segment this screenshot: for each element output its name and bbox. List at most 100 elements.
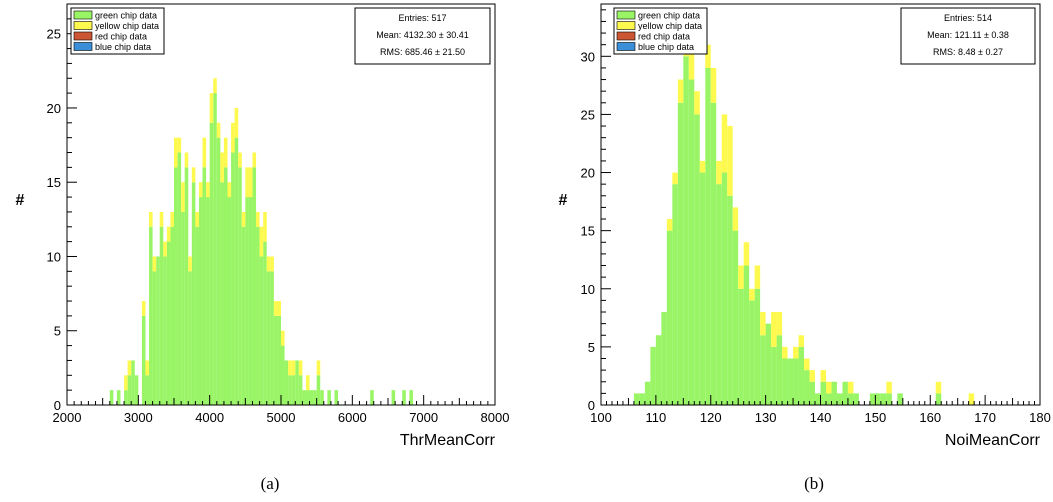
histogram-bar-yellow-chip-data	[716, 160, 722, 185]
histogram-bar-green-chip-data	[754, 288, 761, 405]
histogram-bar-green-chip-data	[213, 93, 217, 406]
histogram-bar-green-chip-data	[177, 152, 182, 405]
histogram-bar-green-chip-data	[238, 167, 242, 405]
histogram-bar-green-chip-data	[116, 390, 121, 405]
x-tick-label: 7000	[409, 410, 438, 425]
histogram-bar-green-chip-data	[694, 114, 700, 406]
histogram-bar-yellow-chip-data	[241, 211, 246, 227]
legend-swatch	[73, 21, 93, 30]
histogram-bar-green-chip-data	[141, 315, 146, 405]
histogram-bar-yellow-chip-data	[727, 126, 733, 196]
histogram-bar-yellow-chip-data	[266, 256, 271, 272]
chart-panel-b: 100 110 120 130 140 150 160 170 180 0 5 10 15 20 25 30 N…	[559, 3, 1051, 449]
histogram-bar-green-chip-data	[644, 381, 651, 405]
stats-box: Entries: 517 Mean: 4132.30 ± 30.41 RMS: 68…	[354, 7, 491, 65]
histogram-bar-green-chip-data	[291, 375, 296, 405]
histogram-bar-green-chip-data	[721, 172, 728, 405]
histogram-bar-green-chip-data	[633, 393, 640, 405]
stats-frame	[354, 7, 491, 65]
histogram-bar-yellow-chip-data	[804, 358, 810, 371]
histogram-bar-green-chip-data	[127, 375, 132, 405]
histogram-bar-green-chip-data	[409, 390, 413, 405]
histogram-bar-green-chip-data	[804, 370, 810, 405]
histogram-bar-yellow-chip-data	[688, 44, 695, 80]
histogram-bar-green-chip-data	[935, 393, 942, 405]
histogram-bar-green-chip-data	[281, 345, 285, 405]
figure-caption: (b)	[804, 474, 824, 493]
histogram-bar-yellow-chip-data	[738, 265, 744, 289]
y-tick-label: 15	[581, 224, 595, 239]
legend-label: blue chip data	[638, 42, 694, 52]
histogram-bar-green-chip-data	[320, 390, 324, 405]
legend-label: green chip data	[638, 11, 700, 21]
histogram-bar-yellow-chip-data	[281, 330, 285, 346]
histogram-bar-yellow-chip-data	[771, 312, 777, 347]
legend-label: yellow chip data	[95, 21, 159, 31]
histogram-bar-green-chip-data	[209, 122, 214, 405]
histogram-bar-yellow-chip-data	[820, 370, 826, 382]
histogram-bar-green-chip-data	[298, 375, 303, 405]
histogram-bar-green-chip-data	[174, 167, 178, 405]
y-tick-label: 10	[581, 282, 595, 297]
histogram-bar-green-chip-data	[836, 393, 843, 405]
histogram-bar-yellow-chip-data	[234, 107, 239, 138]
histogram-bar-yellow-chip-data	[195, 211, 199, 227]
histogram-bar-green-chip-data	[191, 182, 196, 405]
histogram-bar-green-chip-data	[188, 271, 192, 405]
histogram-bar-yellow-chip-data	[223, 137, 228, 168]
histogram-bars	[633, 33, 975, 406]
stats-frame	[900, 7, 1036, 65]
histogram-bar-yellow-chip-data	[245, 167, 249, 198]
histogram-bar-green-chip-data	[124, 390, 128, 405]
legend-swatch	[73, 42, 93, 51]
x-tick-label: 150	[865, 410, 887, 425]
histogram-bar-yellow-chip-data	[263, 211, 267, 242]
x-tick-label: 8000	[481, 410, 510, 425]
legend-label: blue chip data	[95, 42, 151, 52]
histogram-bar-green-chip-data	[163, 256, 167, 405]
histogram-bar-green-chip-data	[743, 265, 750, 405]
histogram-bar-yellow-chip-data	[252, 152, 257, 168]
histogram-bar-yellow-chip-data	[291, 360, 296, 376]
histogram-bar-yellow-chip-data	[666, 219, 673, 231]
legend-label: green chip data	[95, 11, 157, 21]
histogram-bar-yellow-chip-data	[694, 91, 700, 115]
x-tick-label: 5000	[267, 410, 296, 425]
histogram-bar-yellow-chip-data	[256, 211, 260, 227]
histogram-bar-yellow-chip-data	[206, 182, 210, 198]
histogram-bar-green-chip-data	[880, 393, 887, 405]
histogram-bar-yellow-chip-data	[749, 288, 755, 301]
histogram-bar-green-chip-data	[402, 390, 406, 405]
histogram-bar-green-chip-data	[677, 102, 684, 406]
histogram-bar-green-chip-data	[327, 390, 331, 405]
histogram-bar-green-chip-data	[815, 393, 821, 405]
histogram-bar-green-chip-data	[288, 375, 292, 405]
histogram-bar-yellow-chip-data	[699, 160, 706, 173]
histogram-bar-yellow-chip-data	[184, 152, 189, 168]
histogram-bar-yellow-chip-data	[886, 381, 892, 394]
histogram-bar-green-chip-data	[732, 230, 739, 405]
histogram-bar-green-chip-data	[134, 375, 139, 405]
stats-rms: RMS: 685.46 ± 21.50	[380, 47, 465, 57]
histogram-bar-green-chip-data	[705, 67, 711, 406]
histogram-bar-green-chip-data	[252, 167, 257, 405]
histogram-bar-green-chip-data	[170, 226, 174, 405]
legend-swatch	[616, 10, 636, 20]
histogram-bar-green-chip-data	[688, 79, 695, 406]
y-tick-label: 5	[54, 324, 61, 339]
histogram-bar-green-chip-data	[809, 381, 816, 405]
histogram-bar-green-chip-data	[309, 390, 314, 405]
histogram-bar-yellow-chip-data	[288, 360, 292, 376]
histogram-bar-green-chip-data	[666, 230, 673, 405]
histogram-bar-green-chip-data	[842, 381, 848, 405]
histogram-bar-green-chip-data	[109, 390, 114, 405]
histogram-bar-yellow-chip-data	[825, 381, 832, 394]
stats-mean: Mean: 4132.30 ± 30.41	[376, 30, 469, 40]
histogram-bar-green-chip-data	[305, 390, 310, 405]
histogram-bar-yellow-chip-data	[316, 360, 321, 376]
histogram-bar-green-chip-data	[256, 226, 260, 405]
chart-panel-a: 2000 3000 4000 5000 6000 7000 8000 0 5 10 15 20 25 Th…	[16, 3, 510, 449]
histogram-bar-green-chip-data	[202, 167, 207, 405]
histogram-bar-yellow-chip-data	[238, 152, 242, 168]
x-tick-label: 180	[1029, 410, 1051, 425]
